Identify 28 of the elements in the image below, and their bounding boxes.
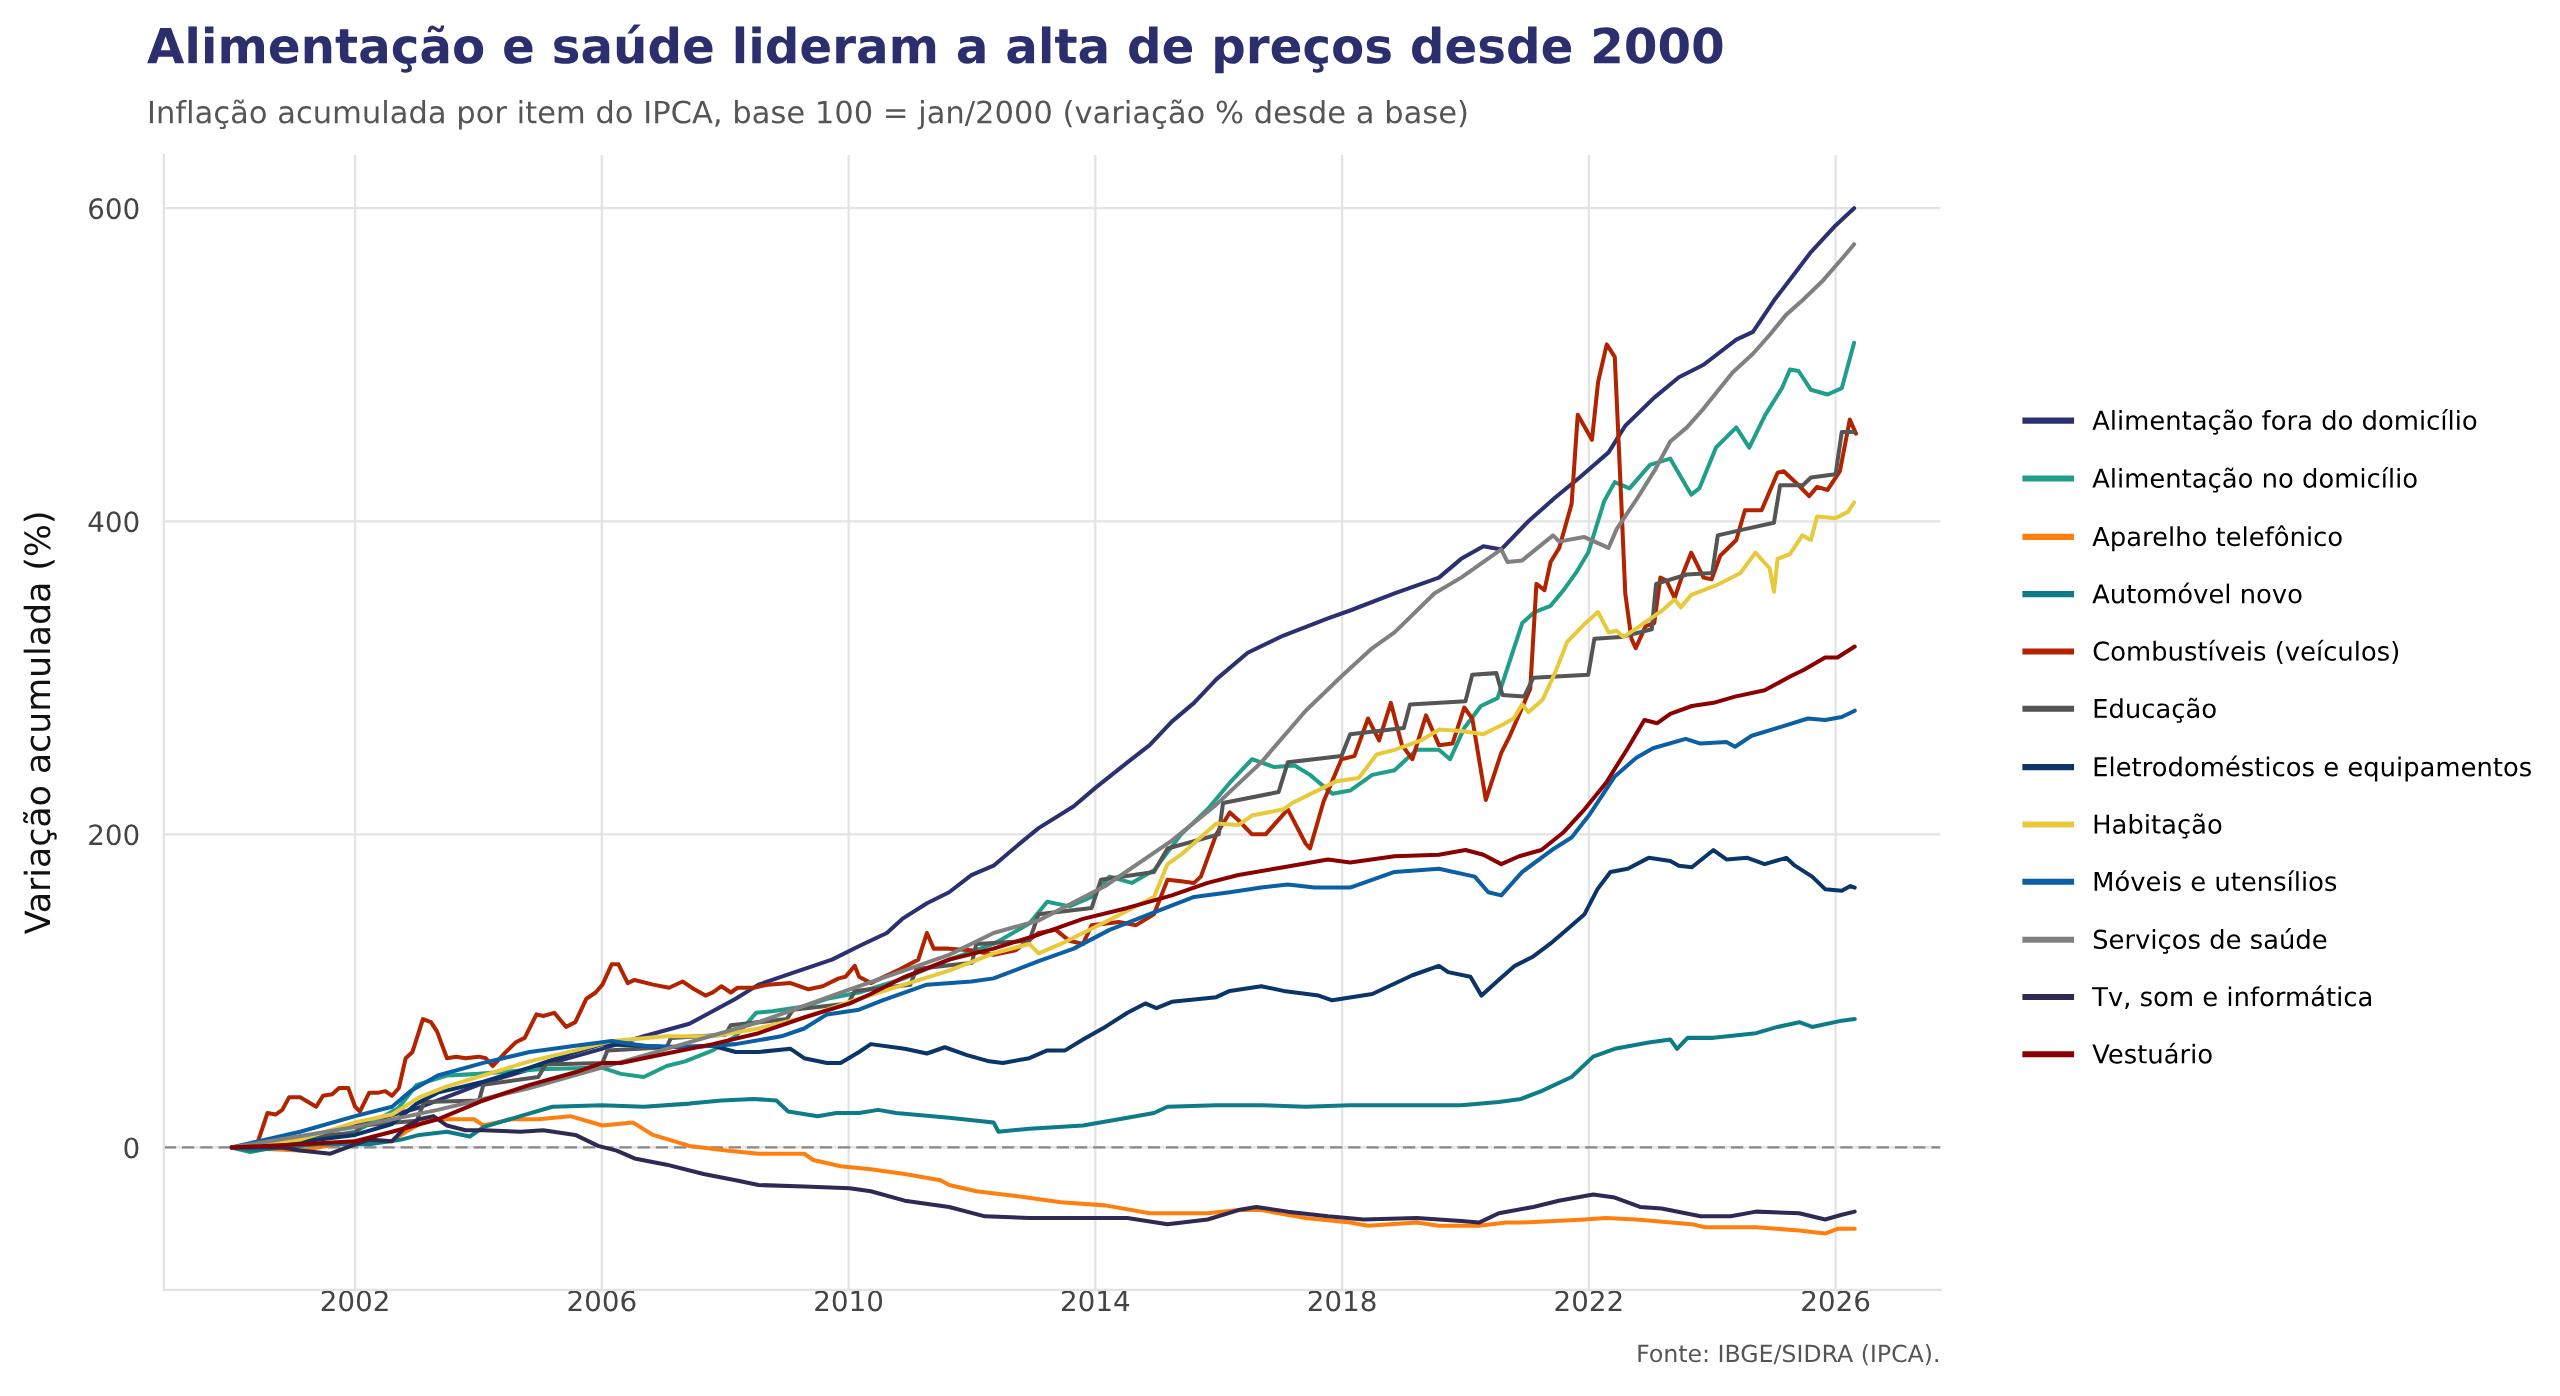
legend-label: Tv, som e informática: [2092, 985, 2371, 1010]
line-series: [229, 1017, 1857, 1153]
y-tick-label: 200: [89, 824, 139, 846]
x-tick-label: 2022: [1555, 1290, 1622, 1312]
legend-label: Habitação: [2094, 813, 2222, 839]
x-tick-label: 2002: [321, 1290, 388, 1312]
legend-label: Combustíveis (veículos): [2093, 639, 2399, 664]
x-tick-label: 2010: [815, 1290, 883, 1312]
x-tick-label: 2014: [1062, 1290, 1130, 1312]
source-note: Fonte: IBGE/SIDRA (IPCA).: [1638, 1344, 1938, 1366]
chart-title: Alimentação e saúde lideram a alta de preços desde 2000: [147, 24, 1723, 74]
legend-label: Alimentação no domicílio: [2092, 466, 2417, 493]
x-tick-label: 2018: [1308, 1290, 1376, 1312]
legend-label: Alimentação fora do domicílio: [2092, 408, 2477, 435]
y-axis-title: Variação acumulada (%): [23, 513, 57, 935]
y-tick-label: 400: [88, 511, 139, 533]
legend-label: Automóvel novo: [2092, 582, 2302, 604]
legend-label: Eletrodomésticos e equipamentos: [2094, 755, 2531, 782]
legend-label: Móveis e utensílios: [2094, 870, 2337, 892]
chart-subtitle: Inflação acumulada por item do IPCA, base 100 = jan/2000 (variação % desde a base): [149, 99, 1467, 130]
legend-label: Aparelho telefônico: [2092, 525, 2342, 552]
legend-label: Vestuário: [2092, 1042, 2212, 1064]
legend-label: Educação: [2094, 697, 2216, 723]
y-tick-label: 600: [89, 198, 139, 220]
legend-label: Serviços de saúde: [2093, 928, 2327, 954]
x-tick-label: 2026: [1802, 1290, 1870, 1312]
y-tick-label: 0: [124, 1137, 139, 1159]
x-tick-label: 2006: [568, 1290, 636, 1312]
